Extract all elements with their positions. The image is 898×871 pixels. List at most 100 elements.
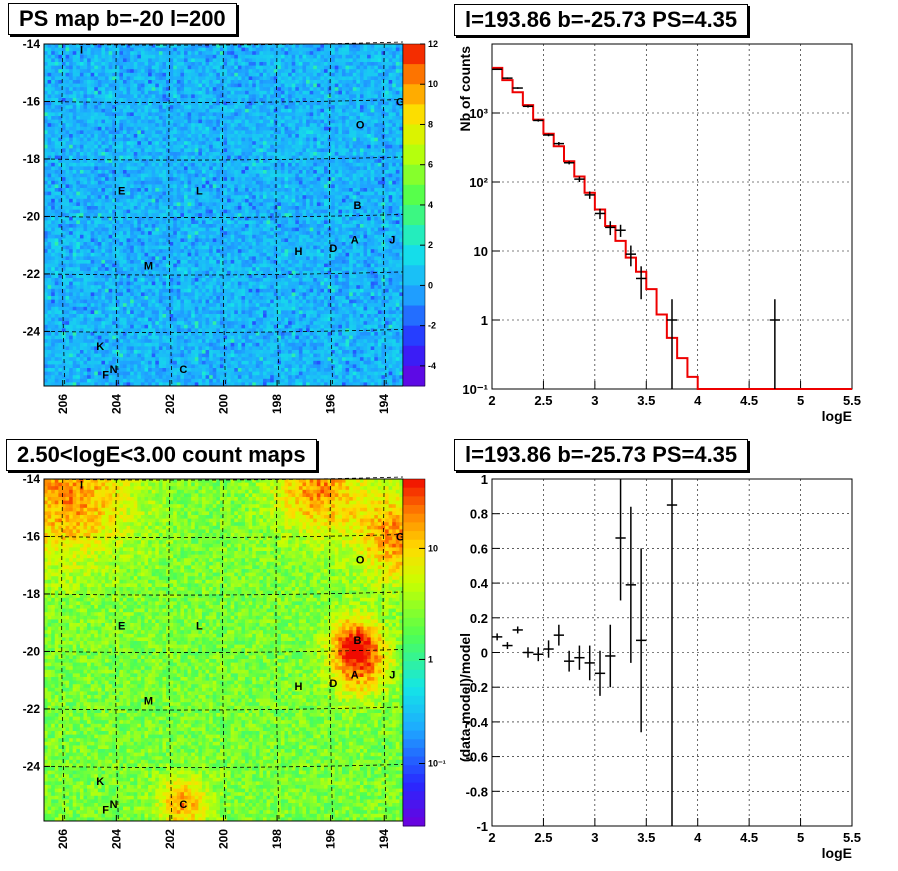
residual-point bbox=[522, 647, 534, 658]
source-label: D bbox=[329, 678, 337, 690]
x-tick-label: 3 bbox=[591, 393, 598, 408]
grid-line-lat bbox=[43, 706, 404, 711]
residual-point bbox=[605, 624, 616, 688]
x-tick-label: 3.5 bbox=[637, 830, 655, 845]
source-label: B bbox=[353, 635, 361, 647]
grid-line-lat bbox=[43, 763, 404, 768]
data-point bbox=[594, 208, 606, 220]
source-label: E bbox=[118, 621, 125, 633]
y-tick-label: -24 bbox=[23, 324, 41, 338]
grid-line-lon bbox=[329, 43, 334, 387]
grid-line-lon bbox=[275, 43, 280, 387]
x-axis-label: logE bbox=[822, 408, 852, 424]
colorbar-label: 10 bbox=[428, 543, 438, 553]
x-tick-label: 5.5 bbox=[843, 830, 861, 845]
residual-point bbox=[574, 645, 585, 670]
grid-line-lon bbox=[168, 43, 173, 387]
source-label: A bbox=[351, 669, 359, 681]
count-colorbar bbox=[403, 479, 425, 827]
x-tick-label: 3.5 bbox=[637, 393, 655, 408]
y-tick-label: 10⁻¹ bbox=[462, 382, 488, 397]
y-tick-label: -16 bbox=[23, 94, 41, 108]
grid-line-lon bbox=[168, 478, 173, 822]
y-tick-label: 0.8 bbox=[470, 507, 488, 522]
source-label: J bbox=[389, 234, 395, 246]
residual-point bbox=[564, 650, 575, 672]
source-label: O bbox=[356, 119, 365, 131]
grid-line-lon bbox=[329, 478, 334, 822]
source-label: N bbox=[110, 799, 118, 811]
colorbar-label: 4 bbox=[428, 200, 433, 210]
y-tick-label: 0.6 bbox=[470, 541, 488, 556]
source-label: M bbox=[144, 260, 153, 272]
y-tick-label: -18 bbox=[23, 152, 41, 166]
source-label: E bbox=[118, 186, 125, 198]
source-label: I bbox=[80, 480, 83, 492]
grid-line-lat bbox=[43, 214, 404, 218]
x-tick-label: 4 bbox=[694, 830, 702, 845]
source-label: I bbox=[80, 45, 83, 57]
residual-point bbox=[636, 548, 647, 733]
y-tick-label: -22 bbox=[23, 702, 41, 716]
y-tick-label: -20 bbox=[23, 644, 41, 658]
y-tick-label: 10² bbox=[469, 175, 488, 190]
data-point bbox=[625, 245, 636, 267]
grid-line-lat bbox=[43, 649, 404, 653]
y-tick-label: 10³ bbox=[469, 106, 488, 121]
x-tick-label: 4.5 bbox=[740, 830, 758, 845]
residual-point bbox=[594, 650, 606, 696]
data-point bbox=[564, 161, 575, 165]
source-label: G bbox=[396, 531, 405, 543]
colorbar-label: 1 bbox=[428, 654, 433, 664]
source-label: K bbox=[96, 776, 104, 788]
y-tick-label: 1 bbox=[481, 472, 488, 487]
source-label: G bbox=[396, 96, 405, 108]
source-label: K bbox=[96, 341, 104, 353]
y-tick-label: -14 bbox=[23, 37, 41, 51]
colorbar-label: 0 bbox=[428, 280, 433, 290]
residual-point bbox=[543, 640, 554, 658]
title-residuals: l=193.86 b=-25.73 PS=4.35 bbox=[454, 439, 749, 471]
colorbar-label: 2 bbox=[428, 240, 433, 250]
source-label: H bbox=[295, 246, 303, 258]
title-spectrum: l=193.86 b=-25.73 PS=4.35 bbox=[454, 4, 749, 36]
colorbar-label: -2 bbox=[428, 321, 436, 331]
x-tick-label: 5 bbox=[797, 830, 804, 845]
source-label: D bbox=[329, 243, 337, 255]
x-tick-label: 194 bbox=[377, 829, 391, 849]
grid-line-lon bbox=[61, 43, 66, 387]
grid-line-lon bbox=[221, 478, 226, 822]
y-tick-label: -0.2 bbox=[466, 680, 488, 695]
y-axis-label: Nb of counts bbox=[457, 46, 473, 132]
colorbar-frame bbox=[402, 478, 426, 827]
source-label: A bbox=[351, 234, 359, 246]
y-tick-label: 10 bbox=[474, 244, 488, 259]
residual-point bbox=[533, 647, 544, 662]
colorbar-label: -4 bbox=[428, 361, 436, 371]
source-label: M bbox=[144, 695, 153, 707]
y-tick-label: -24 bbox=[23, 759, 41, 773]
x-tick-label: 196 bbox=[324, 829, 338, 849]
grid-line-lon bbox=[61, 478, 66, 822]
data-point bbox=[574, 176, 585, 182]
x-tick-label: 206 bbox=[56, 394, 70, 414]
data-point bbox=[605, 221, 616, 236]
grid-line-lat bbox=[43, 41, 404, 46]
y-tick-label: 1 bbox=[481, 313, 488, 328]
residual-point bbox=[492, 633, 503, 641]
data-point bbox=[666, 299, 678, 389]
residual-point bbox=[625, 506, 636, 663]
grid-line-lon bbox=[382, 43, 387, 387]
colorbar-label: 8 bbox=[428, 119, 433, 129]
x-tick-label: 200 bbox=[217, 394, 231, 414]
y-tick-label: 0.2 bbox=[470, 611, 488, 626]
y-tick-label: -0.4 bbox=[466, 715, 489, 730]
residual-point bbox=[615, 479, 626, 601]
residual-point bbox=[512, 626, 523, 634]
x-tick-label: 206 bbox=[56, 829, 70, 849]
residual-point bbox=[584, 645, 595, 681]
x-tick-label: 198 bbox=[270, 829, 284, 849]
colorbar-label: 6 bbox=[428, 160, 433, 170]
data-point bbox=[543, 133, 554, 137]
